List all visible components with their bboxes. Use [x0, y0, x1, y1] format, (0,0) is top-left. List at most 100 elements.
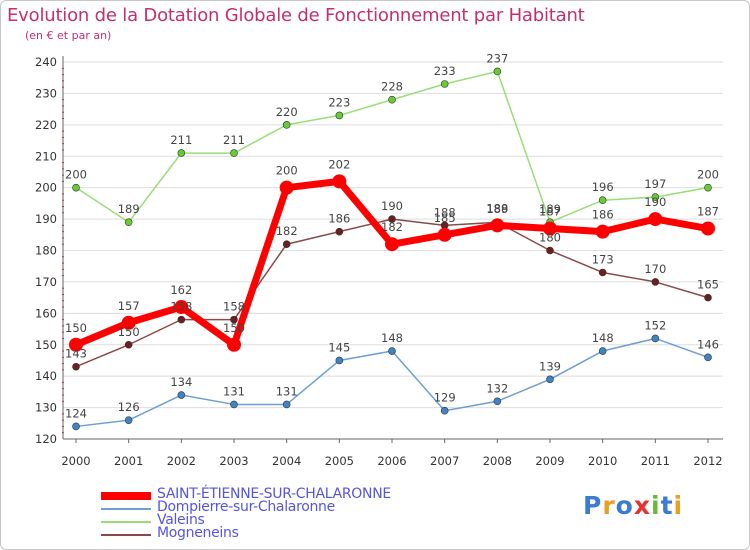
data-label-valeins: 200: [65, 168, 87, 182]
data-point-valeins: [335, 111, 344, 120]
data-point-dompierre-sur-chalaronne: [651, 334, 660, 343]
x-tick-label: 2001: [114, 454, 143, 468]
x-tick-label: 2012: [693, 454, 722, 468]
x-tick-label: 2008: [483, 454, 512, 468]
data-label-dompierre-sur-chalaronne: 134: [170, 375, 192, 389]
data-point-mogneneins: [388, 215, 396, 223]
data-label-saint-tienne-sur-chalaronne: 190: [644, 195, 666, 209]
x-tick-label: 2006: [377, 454, 406, 468]
data-label-mogneneins: 180: [539, 231, 561, 245]
data-label-mogneneins: 150: [118, 325, 140, 339]
legend-label: Dompierre-sur-Chalaronne: [157, 499, 335, 515]
data-point-valeins: [598, 196, 607, 205]
data-label-dompierre-sur-chalaronne: 139: [539, 359, 561, 373]
data-point-saint-tienne-sur-chalaronne: [279, 180, 294, 195]
x-tick-label: 2010: [588, 454, 617, 468]
data-label-dompierre-sur-chalaronne: 145: [328, 340, 350, 354]
data-point-valeins: [230, 149, 238, 157]
data-point-dompierre-sur-chalaronne: [282, 400, 291, 409]
data-point-valeins: [72, 183, 80, 192]
data-point-dompierre-sur-chalaronne: [335, 356, 344, 365]
data-label-saint-tienne-sur-chalaronne: 186: [592, 208, 614, 222]
x-tick-label: 2011: [641, 454, 670, 468]
x-tick-label: 2004: [272, 454, 301, 468]
data-label-saint-tienne-sur-chalaronne: 187: [539, 205, 561, 219]
data-label-dompierre-sur-chalaronne: 148: [381, 331, 403, 345]
data-label-mogneneins: 158: [223, 300, 245, 314]
data-label-mogneneins: 189: [486, 202, 508, 216]
legend-swatch: [101, 521, 151, 523]
y-tick-label: 240: [35, 55, 57, 69]
data-label-saint-tienne-sur-chalaronne: 162: [170, 283, 192, 297]
chart-title: Evolution de la Dotation Globale de Fonc…: [7, 5, 585, 26]
data-point-dompierre-sur-chalaronne: [440, 406, 449, 415]
grid-lines: [63, 61, 723, 440]
data-labels: 124 126 134 131 131 145 148 129 132 139 148 152 146 2…: [65, 51, 719, 420]
data-label-dompierre-sur-chalaronne: 152: [644, 318, 666, 332]
data-label-valeins: 189: [118, 202, 140, 216]
data-point-dompierre-sur-chalaronne: [230, 400, 238, 409]
legend-swatch: [101, 508, 151, 510]
data-label-valeins: 233: [434, 64, 456, 78]
data-label-saint-tienne-sur-chalaronne: 157: [118, 299, 140, 313]
data-point-valeins: [493, 67, 502, 76]
data-label-saint-tienne-sur-chalaronne: 188: [486, 201, 508, 215]
data-label-saint-tienne-sur-chalaronne: 150: [65, 321, 87, 335]
data-label-valeins: 237: [486, 51, 508, 65]
data-point-valeins: [282, 121, 291, 129]
legend-label: Valeins: [157, 512, 205, 528]
data-label-saint-tienne-sur-chalaronne: 185: [434, 211, 456, 225]
data-point-saint-tienne-sur-chalaronne: [490, 218, 505, 233]
data-label-valeins: 200: [697, 168, 719, 182]
data-point-dompierre-sur-chalaronne: [177, 391, 186, 399]
data-point-valeins: [440, 80, 449, 88]
y-tick-label: 230: [35, 86, 57, 100]
x-tick-label: 2007: [430, 454, 459, 468]
data-point-saint-tienne-sur-chalaronne: [121, 315, 136, 330]
data-point-valeins: [651, 193, 660, 201]
data-label-mogneneins: 143: [65, 347, 87, 361]
data-label-mogneneins: 170: [644, 262, 666, 276]
data-label-saint-tienne-sur-chalaronne: 187: [697, 205, 719, 219]
y-tick-label: 150: [35, 338, 57, 352]
data-point-mogneneins: [282, 240, 291, 249]
legend-label: Mogneneins: [157, 525, 239, 541]
data-label-mogneneins: 190: [381, 199, 403, 213]
data-label-valeins: 197: [644, 177, 666, 191]
y-tick-label: 190: [35, 212, 57, 226]
data-point-mogneneins: [335, 227, 344, 236]
data-point-saint-tienne-sur-chalaronne: [174, 300, 189, 315]
data-label-mogneneins: 188: [434, 205, 456, 219]
data-label-mogneneins: 158: [170, 300, 192, 314]
y-tick-label: 180: [35, 244, 57, 258]
data-point-dompierre-sur-chalaronne: [124, 416, 133, 424]
y-tick-label: 120: [35, 432, 57, 446]
y-tick-label: 160: [35, 306, 57, 320]
data-label-valeins: 196: [592, 180, 614, 194]
data-label-mogneneins: 173: [592, 252, 614, 266]
data-point-saint-tienne-sur-chalaronne: [332, 174, 347, 189]
data-label-mogneneins: 182: [276, 224, 298, 238]
data-point-dompierre-sur-chalaronne: [546, 375, 554, 384]
data-point-dompierre-sur-chalaronne: [493, 397, 502, 406]
data-label-valeins: 189: [539, 202, 561, 216]
data-point-saint-tienne-sur-chalaronne: [543, 221, 557, 236]
x-tick-label: 2005: [325, 454, 354, 468]
data-point-saint-tienne-sur-chalaronne: [648, 212, 663, 227]
y-tick-label: 170: [35, 275, 57, 289]
data-point-valeins: [124, 218, 133, 227]
data-point-saint-tienne-sur-chalaronne: [69, 337, 83, 352]
data-label-mogneneins: 165: [697, 278, 719, 292]
x-tick-label: 2009: [535, 454, 564, 468]
y-tick-label: 210: [35, 149, 57, 163]
data-point-valeins: [177, 149, 186, 157]
legend-swatch: [101, 492, 151, 500]
legend-label: SAINT-ÉTIENNE-SUR-CHALARONNE: [157, 486, 391, 502]
data-point-mogneneins: [72, 362, 80, 371]
data-label-dompierre-sur-chalaronne: 126: [118, 400, 140, 414]
axes: 120 130 140 150 160 170 180 190 200 210 220 230 240 2…: [35, 55, 723, 468]
data-point-mogneneins: [230, 315, 238, 324]
data-point-mogneneins: [598, 268, 607, 277]
data-label-saint-tienne-sur-chalaronne: 150: [223, 321, 245, 335]
data-label-dompierre-sur-chalaronne: 131: [223, 384, 245, 398]
